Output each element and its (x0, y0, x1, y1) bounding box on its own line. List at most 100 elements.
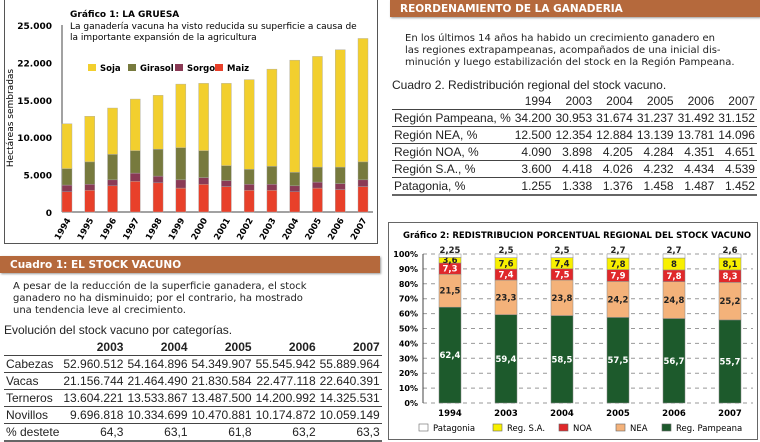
bar-sorgo-2006 (335, 183, 346, 190)
row-label: Terneros (4, 389, 62, 407)
table-cell: 13.139 (634, 126, 676, 144)
bar-girasol-1995 (84, 161, 95, 185)
y-tick-label: 15.000 (17, 97, 52, 107)
table-cell: 4.284 (634, 143, 676, 161)
data-label: 62,4 (440, 351, 461, 361)
bar-sorgo-1999 (175, 179, 187, 189)
x-tick-label: 2005 (606, 409, 630, 419)
table-cell: 4.434 (675, 160, 717, 178)
bar-patagonia-2003 (494, 253, 518, 258)
bar-sorgo-1996 (107, 179, 118, 187)
y-tick-label: 10.000 (17, 134, 52, 144)
row-label: Región S.A., % (392, 160, 513, 178)
text-line: las regiones extrapampeanas, acompañados… (405, 45, 721, 56)
table-cell: 1.376 (594, 177, 635, 196)
table-row: Región Pampeana, % 34.200 30.953 31.674 31.2… (392, 109, 757, 127)
legend-label: Patagonia (433, 424, 475, 434)
legend-label: Reg. Pampeana (676, 424, 742, 434)
text-line: ganadero no ha disminuido; por el contra… (13, 293, 303, 304)
column-header: 2004 (606, 94, 633, 108)
bar-soja-1996 (107, 107, 118, 155)
x-tick-label: 2007 (349, 216, 370, 242)
bar-maiz-2006 (335, 189, 346, 213)
column-header: 2003 (96, 340, 124, 354)
table-row: Patagonia, % 1.255 1.338 1.376 1.458 1.487 1.4… (392, 177, 757, 196)
bar-sorgo-2007 (357, 179, 369, 187)
bar-patagonia-2004 (550, 253, 574, 258)
bar-maiz-2004 (289, 191, 300, 213)
x-tick-label: 2003 (494, 409, 518, 419)
table-cell: 4.539 (716, 160, 757, 178)
table-cell: 22.477.118 (253, 372, 318, 390)
text-line: En los últimos 14 años ha habido un crec… (405, 33, 715, 44)
data-label: 2,7 (610, 246, 625, 256)
x-tick-label: 2007 (718, 409, 742, 419)
table-cell: 4.026 (594, 160, 635, 178)
column-header: 1994 (524, 94, 552, 108)
x-tick-label: 2002 (235, 216, 256, 242)
y-tick-label: 90% (399, 265, 418, 274)
y-tick-label: 30% (399, 354, 418, 363)
chart-1-title: Gráfico 1: LA GRUESA (70, 10, 179, 20)
y-tick-label: 40% (399, 339, 418, 348)
reordenamiento-text: En los últimos 14 años ha habido un crec… (405, 33, 735, 69)
cuadro-2-table: 1994 2003 2004 2005 2006 2007 Región Pampeana,… (392, 93, 757, 196)
bar-soja-2001 (221, 83, 232, 166)
data-label: 56,7 (664, 357, 685, 367)
row-label: Región Pampeana, % (392, 109, 513, 127)
y-tick-label: 0 (46, 209, 52, 219)
table-cell: 10.174.872 (253, 406, 318, 424)
column-header: 2007 (352, 340, 380, 354)
x-tick-label: 1996 (99, 216, 120, 242)
column-header: 2004 (160, 340, 188, 354)
y-tick-label: 25.000 (17, 22, 52, 32)
data-label: 7,9 (610, 272, 625, 282)
data-label: 24,8 (664, 296, 685, 306)
cuadro-2-caption: Cuadro 2. Redistribución regional del st… (392, 78, 667, 92)
cuadro-1-header: Cuadro 1: EL STOCK VACUNO (0, 256, 380, 273)
y-tick-label: 80% (399, 280, 418, 289)
table-cell: 52.960.512 (61, 355, 126, 373)
y-tick-label: 20% (399, 369, 418, 378)
legend-swatch (615, 423, 626, 432)
x-tick-label: 1994 (438, 409, 462, 419)
table-cell: 14.325.531 (317, 389, 382, 407)
chart-2: Gráfico 2: REDISTRIBUCION PORCENTUAL REG… (393, 231, 753, 434)
data-label: 3,6 (442, 256, 457, 266)
table-cell: 55.545.942 (253, 355, 318, 373)
table-cell: 4.232 (634, 160, 676, 178)
data-label: 24,2 (608, 295, 629, 305)
legend-label: Reg. S.A. (507, 424, 545, 434)
chart-1: Gráfico 1: LA GRUESA La ganadería vacuna … (6, 10, 373, 242)
text-line: A pesar de la reducción de la superficie… (13, 281, 307, 292)
bar-girasol-1997 (130, 150, 141, 174)
table-row: % destete 64,3 63,1 61,8 63,2 63,3 (4, 423, 382, 442)
table-cell: 1.338 (553, 177, 595, 196)
bar-soja-2002 (243, 79, 255, 170)
table-cell: 9.696.818 (61, 406, 126, 424)
table-cell: 14.096 (716, 126, 757, 144)
bar-girasol-1999 (175, 147, 187, 181)
bar-girasol-2000 (198, 150, 209, 178)
text-line: una tendencia leve al crecimiento. (13, 305, 186, 316)
row-label: Cabezas (4, 355, 62, 373)
bar-patagonia-2007 (718, 253, 742, 259)
column-header: 2006 (687, 94, 715, 108)
bar-maiz-2005 (312, 187, 323, 213)
table-cell: 31.152 (716, 109, 757, 127)
chart-2-panel (388, 222, 758, 440)
table-row: Novillos 9.696.818 10.334.699 10.470.881 10.… (4, 406, 382, 424)
data-label: 8,1 (722, 260, 737, 270)
legend-label: Girasol (140, 64, 174, 74)
bar-girasol-2001 (221, 165, 232, 181)
x-tick-label: 2006 (326, 216, 347, 242)
data-label: 25,2 (720, 297, 741, 307)
row-label: Región NEA, % (392, 126, 513, 144)
legend-swatch (558, 423, 569, 432)
x-tick-label: 2006 (662, 409, 686, 419)
bar-sorgo-2000 (198, 177, 209, 185)
legend-swatch (492, 423, 503, 432)
table-cell: 10.059.149 (317, 406, 382, 424)
y-tick-label: 60% (399, 310, 418, 319)
table-cell: 4.090 (512, 143, 554, 161)
